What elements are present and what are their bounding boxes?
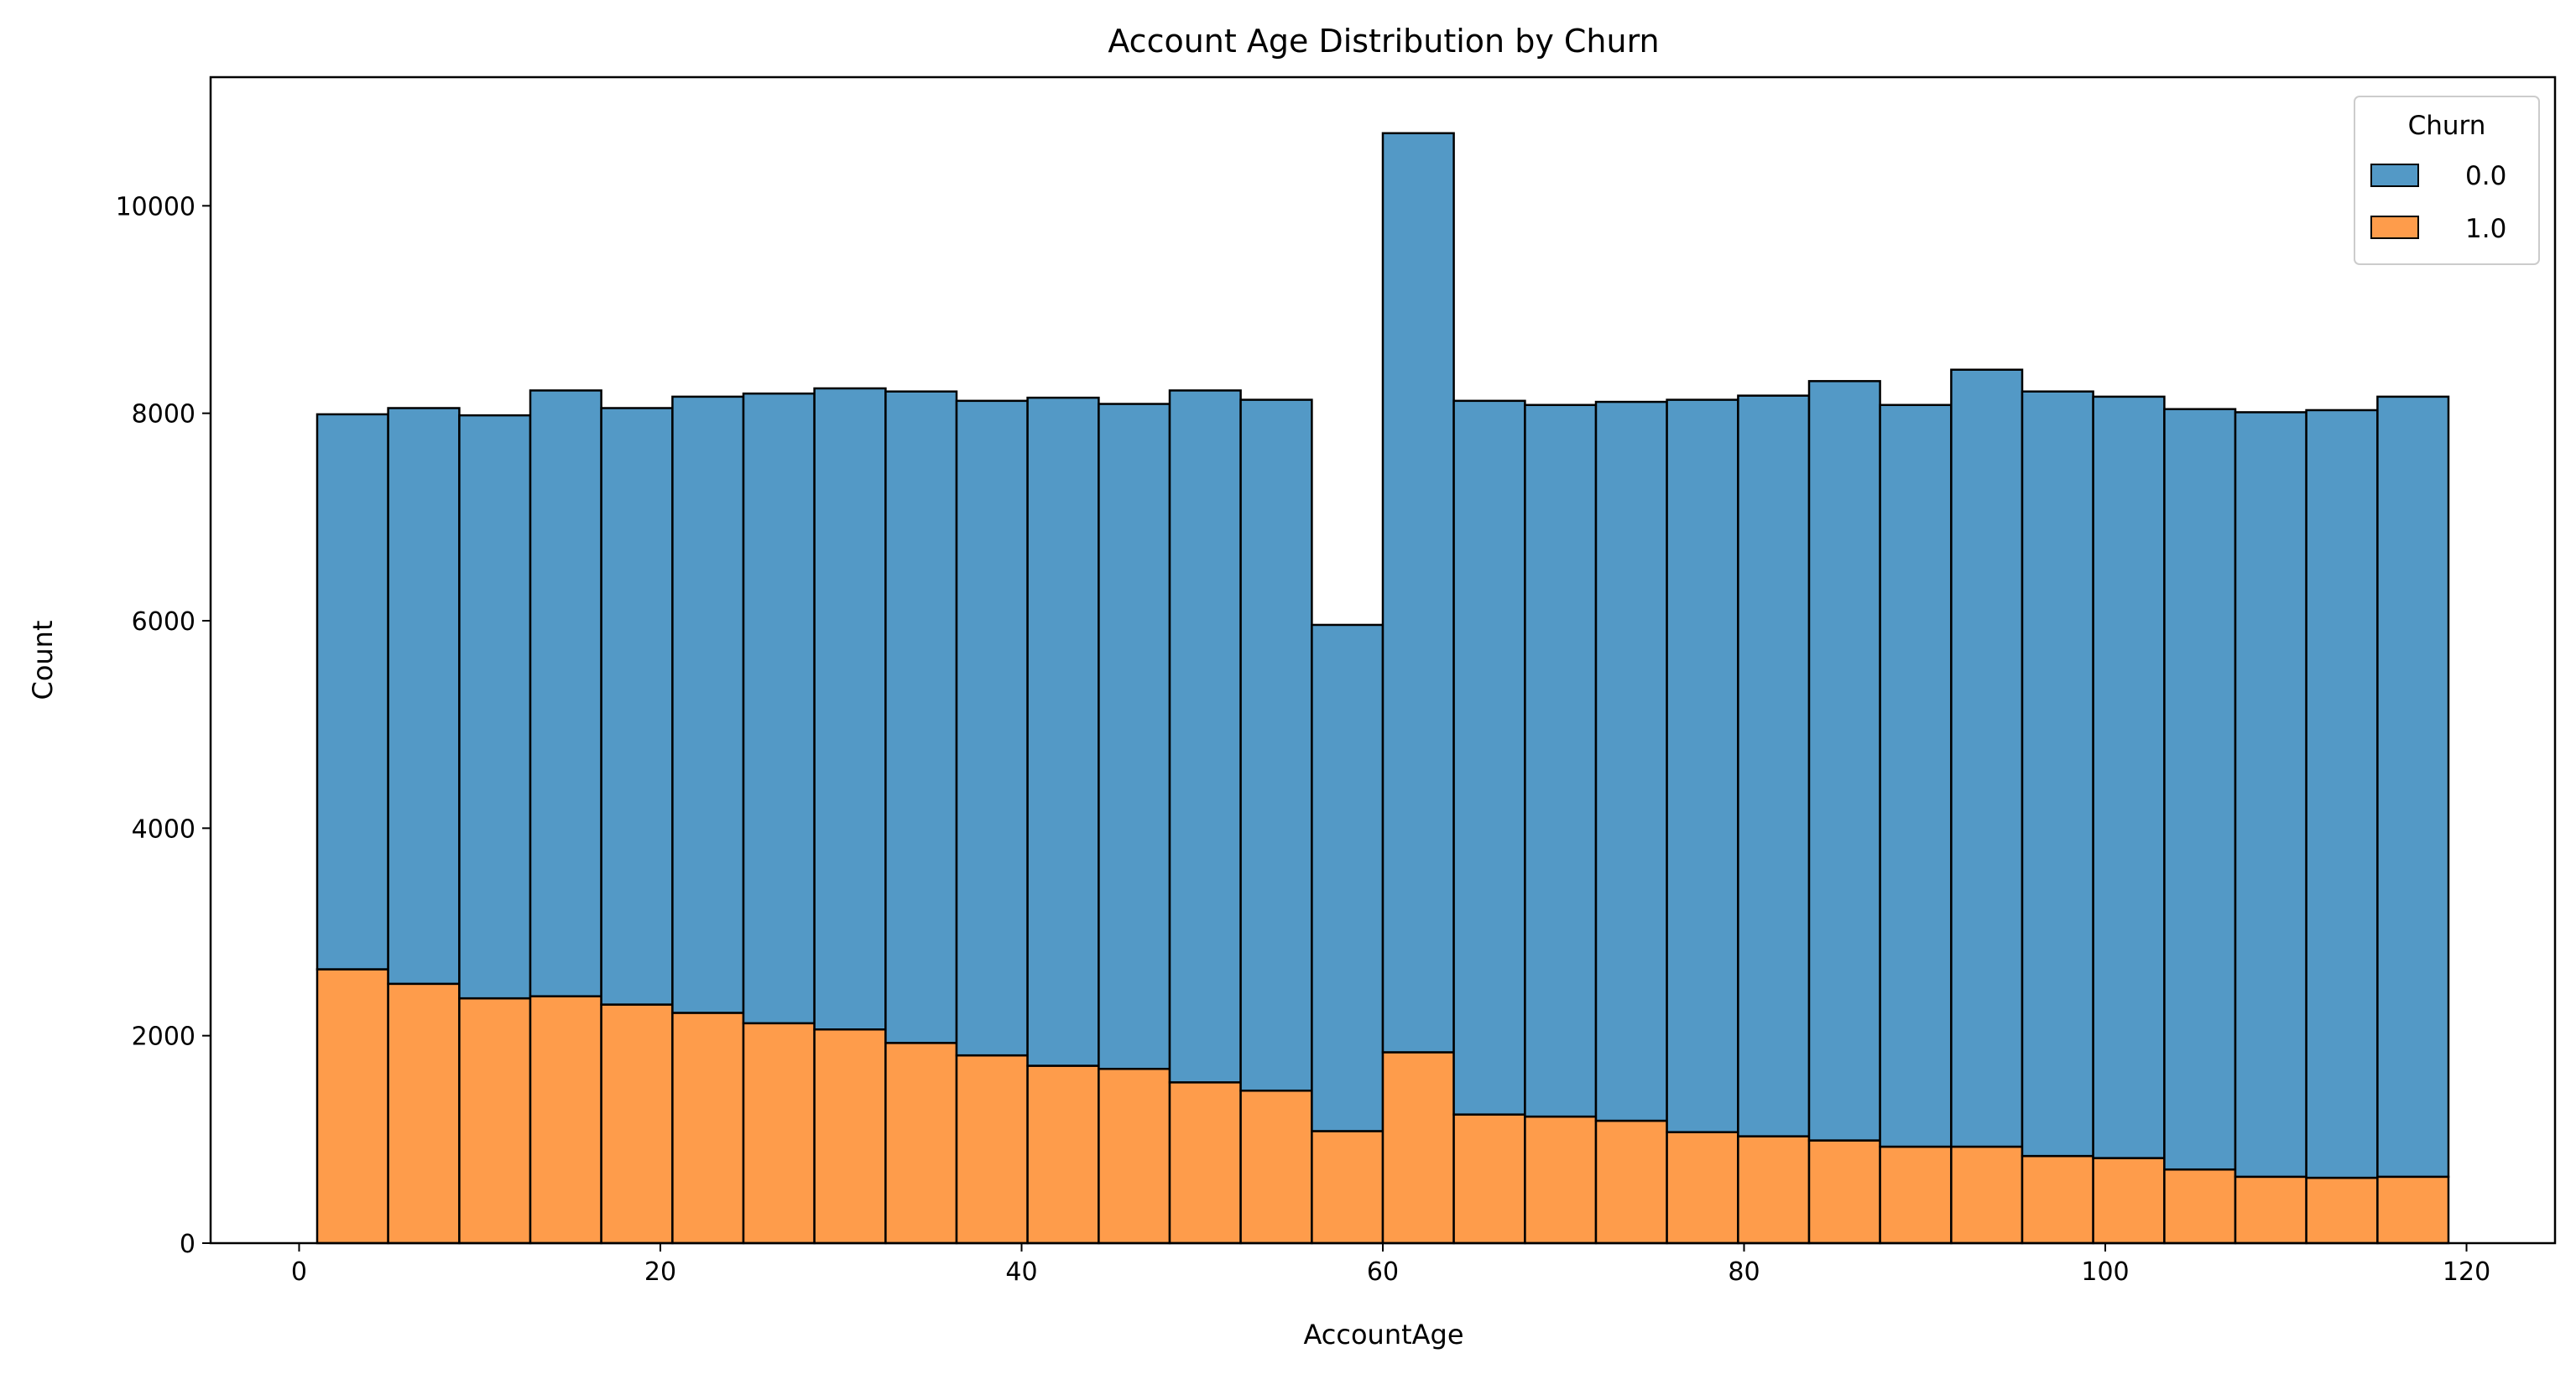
bar-churn-1-17	[1524, 1115, 1598, 1245]
bar-churn-0-5	[671, 395, 745, 1014]
y-axis-ticks: 0 2000 4000 6000 8000 10000	[116, 192, 211, 1259]
bar-churn-1-23	[1950, 1145, 2024, 1245]
bar-churn-0-20	[1737, 394, 1811, 1137]
chart-title: Account Age Distribution by Churn	[1108, 23, 1659, 60]
legend-swatch-1	[2370, 216, 2419, 239]
bar-churn-0-6	[742, 392, 816, 1025]
bar-churn-1-2	[458, 997, 532, 1245]
bar-churn-1-19	[1666, 1131, 1739, 1245]
bar-churn-1-8	[884, 1042, 958, 1245]
x-axis-ticks: 0 20 40 60 80 100 120	[291, 1243, 2490, 1287]
x-tick-label: 80	[1728, 1257, 1760, 1287]
bar-churn-1-0	[315, 968, 389, 1245]
bar-churn-1-29	[2376, 1175, 2450, 1245]
bar-churn-1-25	[2092, 1157, 2166, 1245]
bar-churn-0-19	[1666, 398, 1739, 1133]
bar-churn-1-3	[529, 995, 602, 1245]
y-tick-label: 2000	[132, 1023, 196, 1052]
bars	[315, 132, 2450, 1245]
y-tick-label: 6000	[132, 607, 196, 637]
bar-churn-0-18	[1594, 400, 1668, 1122]
legend-swatch-0	[2370, 164, 2419, 187]
bar-churn-1-7	[813, 1028, 887, 1245]
bar-churn-1-1	[387, 982, 461, 1245]
bar-churn-0-28	[2305, 409, 2379, 1179]
legend-label-1: 1.0	[2465, 214, 2506, 244]
bar-churn-0-14	[1311, 623, 1384, 1132]
plot-frame	[209, 75, 2557, 1245]
bar-churn-0-1	[387, 407, 461, 986]
bar-churn-1-20	[1737, 1135, 1811, 1245]
bar-churn-0-24	[2021, 390, 2094, 1158]
x-tick-label: 0	[291, 1257, 307, 1287]
bar-churn-0-15	[1381, 132, 1455, 1054]
bar-churn-1-22	[1879, 1145, 1953, 1245]
bar-churn-0-16	[1452, 399, 1526, 1116]
bar-churn-0-23	[1950, 368, 2024, 1148]
bar-churn-1-9	[955, 1054, 1029, 1245]
bar-churn-1-11	[1098, 1067, 1171, 1245]
bar-churn-1-12	[1168, 1081, 1242, 1245]
bar-churn-1-5	[671, 1012, 745, 1245]
bar-churn-0-7	[813, 387, 887, 1031]
bar-churn-0-9	[955, 399, 1029, 1057]
bar-churn-1-16	[1452, 1113, 1526, 1245]
legend: Churn 0.0 1.0	[2354, 96, 2540, 265]
bar-churn-1-4	[600, 1003, 674, 1245]
bar-churn-0-10	[1026, 396, 1100, 1067]
bar-churn-0-29	[2376, 395, 2450, 1179]
bar-churn-1-18	[1594, 1119, 1668, 1245]
bar-churn-0-11	[1098, 403, 1171, 1070]
bar-churn-0-26	[2163, 408, 2237, 1171]
legend-title: Churn	[2408, 111, 2486, 141]
x-tick-label: 20	[644, 1257, 676, 1287]
bar-churn-0-3	[529, 389, 602, 997]
bar-churn-1-27	[2234, 1175, 2307, 1245]
y-tick-label: 0	[180, 1230, 196, 1259]
bar-churn-1-21	[1807, 1139, 1881, 1245]
bar-churn-1-13	[1239, 1089, 1313, 1245]
bar-churn-1-14	[1311, 1130, 1384, 1245]
legend-label-0: 0.0	[2465, 161, 2506, 191]
bar-churn-1-6	[742, 1022, 816, 1245]
bar-churn-0-25	[2092, 395, 2166, 1159]
bar-churn-0-8	[884, 390, 958, 1044]
x-axis-label: AccountAge	[1303, 1319, 1463, 1351]
bar-churn-1-28	[2305, 1176, 2379, 1245]
bar-churn-1-10	[1026, 1064, 1100, 1245]
y-axis-label: Count	[27, 620, 59, 700]
x-tick-label: 100	[2081, 1257, 2129, 1287]
bar-churn-1-15	[1381, 1051, 1455, 1245]
y-tick-label: 10000	[116, 192, 196, 221]
bar-churn-1-24	[2021, 1154, 2094, 1245]
bar-churn-0-4	[600, 407, 674, 1006]
bar-churn-0-22	[1879, 403, 1953, 1148]
x-tick-label: 60	[1367, 1257, 1399, 1287]
bar-churn-0-0	[315, 413, 389, 971]
bar-churn-0-2	[458, 414, 532, 1000]
y-tick-label: 8000	[132, 400, 196, 429]
bar-churn-0-12	[1168, 389, 1242, 1084]
y-tick-label: 4000	[132, 815, 196, 844]
bar-churn-0-27	[2234, 411, 2307, 1179]
x-tick-label: 120	[2443, 1257, 2490, 1287]
bar-churn-1-26	[2163, 1168, 2237, 1245]
bar-churn-0-13	[1239, 398, 1313, 1092]
bar-churn-0-17	[1524, 403, 1598, 1118]
x-tick-label: 40	[1005, 1257, 1037, 1287]
bar-churn-0-21	[1807, 380, 1881, 1142]
